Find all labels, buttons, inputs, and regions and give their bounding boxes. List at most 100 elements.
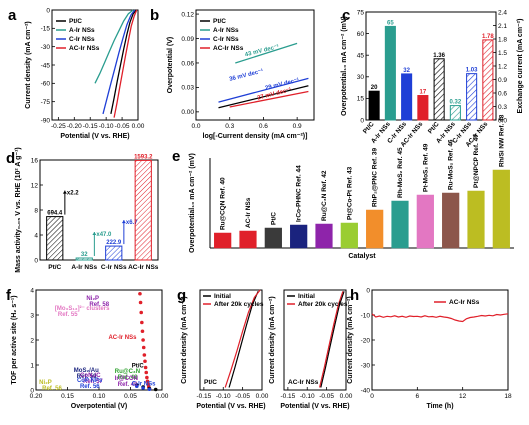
y-tick-label: 0.06	[181, 60, 194, 67]
x-tick-label: -0.10	[216, 393, 231, 400]
tof-point-0	[144, 370, 149, 375]
y-tick-label: 0	[366, 287, 370, 294]
y-tick-label: 0.12	[181, 11, 194, 18]
multiplier-label: x47.0	[96, 232, 112, 238]
y-tick-label: 1	[30, 362, 34, 369]
legend-label: AC-Ir NSs	[449, 299, 480, 306]
panel-a: a -90 -75 -60 -45 -30 -15 0 -0.25 -0.20 -0.15 -0.10…	[8, 7, 145, 140]
legend-label: After 20k cycles	[214, 301, 264, 308]
legend-label: A-Ir NSs	[213, 27, 239, 34]
x-tick-label: 0.0	[191, 123, 200, 130]
y-tick-label: 0	[30, 387, 34, 394]
series-line-0	[110, 9, 137, 115]
bar-2	[264, 227, 282, 249]
panel-letter-h: h	[350, 287, 359, 304]
legend-label: Pt/C	[69, 18, 82, 25]
bar-4	[315, 223, 333, 249]
catalyst-label: Ru-MoS₂ Ref. 46	[448, 139, 455, 190]
x-tick-label: 0.20	[30, 393, 43, 400]
y-tick-label: -20	[361, 337, 371, 344]
bar-9	[442, 192, 460, 249]
y-tick-label: 0.09	[181, 36, 194, 43]
bar-6	[366, 209, 384, 249]
y-tick-label: 2	[30, 337, 34, 344]
x-tick-label: -0.15	[280, 393, 295, 400]
y-tick-label: 4	[34, 232, 38, 239]
x-tick-label: 0.00	[132, 123, 145, 130]
x-tick-label: 0.00	[156, 393, 169, 400]
bar-5	[449, 105, 461, 121]
tof-point-0	[143, 365, 148, 370]
category-label: Pt/C	[427, 121, 441, 136]
panel-d: d 0 4 8 12 16 694.4 x2.2 Pt/C 32 x47.0 A-Ir NSs 222.…	[6, 147, 159, 273]
x-tick-label: -0.05	[235, 393, 250, 400]
arrow-head	[62, 190, 67, 194]
x-tick-label: -0.25	[51, 123, 66, 130]
reference-sub: Ref. 59	[77, 374, 97, 380]
y-axis-label: Current density (mA cm⁻²)	[25, 21, 32, 108]
tafel-line-0	[218, 85, 309, 109]
y-tick-label: 4	[30, 287, 34, 294]
y-tick-label: 1.5	[498, 50, 507, 57]
y-tick-label: 0.03	[181, 85, 194, 92]
subplot-tag: Pt/C	[204, 379, 217, 386]
bar-2	[105, 245, 123, 261]
tafel-line-3	[229, 90, 309, 108]
catalyst-label: Ru@CQN Ref. 40	[220, 177, 227, 230]
legend-label: Pt/C	[213, 18, 226, 25]
series-line-3	[113, 9, 138, 118]
legend-label: After 20k cycles	[298, 301, 348, 308]
y-axis-label: Current density (mA cm⁻²)	[181, 296, 188, 383]
bar-8	[416, 194, 434, 249]
slope-annotation: 36 mV dec⁻¹	[229, 68, 265, 83]
y-tick-label: 2.4	[498, 9, 507, 16]
bar-value-label: 1.78	[482, 34, 494, 40]
y-tick-label: -15	[41, 26, 51, 33]
reference-sub: Ref. 57	[83, 379, 103, 385]
bar-7	[482, 39, 494, 121]
catalyst-label: Rh-MoS₂ Ref. 45	[397, 147, 404, 198]
x-axis-label: Overpotential (V)	[71, 403, 127, 410]
reference-label: CoP NPs	[77, 378, 103, 384]
y-tick-label: 75	[357, 9, 365, 16]
reference-label: Ru@C₃N	[115, 369, 140, 375]
reference-label: Ni₂P	[39, 380, 52, 386]
panel-letter-d: d	[6, 150, 15, 167]
bar-value-label: 222.9	[106, 240, 122, 246]
y-axis-label: Overpotential₁₀ mA cm⁻² (mV)	[341, 16, 348, 116]
tof-point-0	[140, 329, 145, 334]
x-tick-label: 0.15	[61, 393, 74, 400]
reference-label: Ir@CON	[115, 376, 138, 382]
bar-value-label: 32	[403, 68, 410, 74]
bar-10	[467, 190, 485, 249]
y-tick-label: -75	[41, 99, 51, 106]
slope-annotation: 43 mV dec⁻¹	[244, 43, 280, 58]
y-tick-label: 2.1	[498, 23, 507, 30]
bar-3	[417, 95, 429, 121]
y-tick-label: 8	[34, 207, 38, 214]
plot-frame	[199, 289, 263, 391]
reference-sub: Ref. 56	[80, 384, 100, 390]
x-tick-label: -0.15	[196, 393, 211, 400]
y-tick-label: 0	[34, 257, 38, 264]
tafel-line-2	[218, 77, 309, 103]
reference-label: C-Ir NSs	[132, 382, 156, 388]
bar-value-label: 32	[81, 252, 88, 258]
y-tick-label: -90	[41, 117, 51, 124]
bar-value-label: 1593.2	[134, 154, 153, 160]
bar-value-label: 694.4	[47, 211, 63, 217]
reference-sub: Ref. 40	[118, 382, 138, 388]
y-tick-label: -45	[41, 62, 51, 69]
x-axis-label: Potential (V vs. RHE)	[196, 403, 265, 410]
tof-point-0	[138, 291, 142, 296]
bar-0	[368, 90, 380, 121]
category-label: Pt/C	[48, 264, 61, 271]
panel-h: h -40 -30 -20 -10 0 0 6 12 18 AC-Ir NSs Current den…	[347, 287, 512, 410]
multiplier-label: x6.7	[126, 220, 138, 226]
y-tick-label: 16	[31, 157, 39, 164]
x-tick-label: 6	[416, 393, 420, 400]
bar-value-label: 0.32	[450, 100, 462, 106]
